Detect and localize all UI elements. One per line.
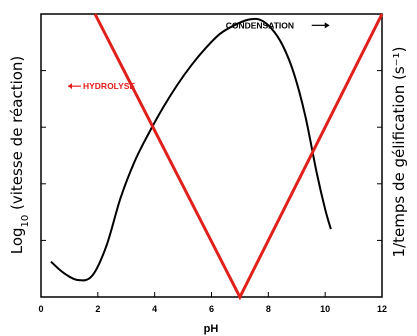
x-tick-label: 2: [95, 304, 100, 314]
y-axis-title-right: 1/temps de gélification (s⁻¹): [390, 47, 408, 258]
x-tick-label: 12: [377, 304, 387, 314]
arrowhead-right-icon: [325, 22, 330, 28]
reaction-rate-curve: [51, 19, 331, 281]
annotation-label: CONDENSATION: [226, 20, 294, 30]
x-tick-label: 8: [266, 304, 271, 314]
x-ticks: 0 2 4 6 8 10 12: [38, 292, 387, 314]
x-tick-label: 6: [209, 304, 214, 314]
plot-frame: [41, 14, 382, 297]
x-tick-label: 10: [320, 304, 330, 314]
arrowhead-left-icon: [68, 83, 72, 89]
x-tick-label: 0: [38, 304, 43, 314]
annotation-hydrolyse: HYDROLYSE: [68, 81, 135, 91]
x-axis-title: pH: [204, 323, 219, 335]
x-tick-label: 4: [152, 304, 157, 314]
annotation-condensation: CONDENSATION: [226, 20, 330, 30]
annotation-label: HYDROLYSE: [83, 81, 135, 91]
y-ticks: [41, 71, 382, 297]
y-axis-title-left: Log10 (vitesse de réaction): [8, 56, 31, 255]
series-layer: [51, 14, 382, 297]
